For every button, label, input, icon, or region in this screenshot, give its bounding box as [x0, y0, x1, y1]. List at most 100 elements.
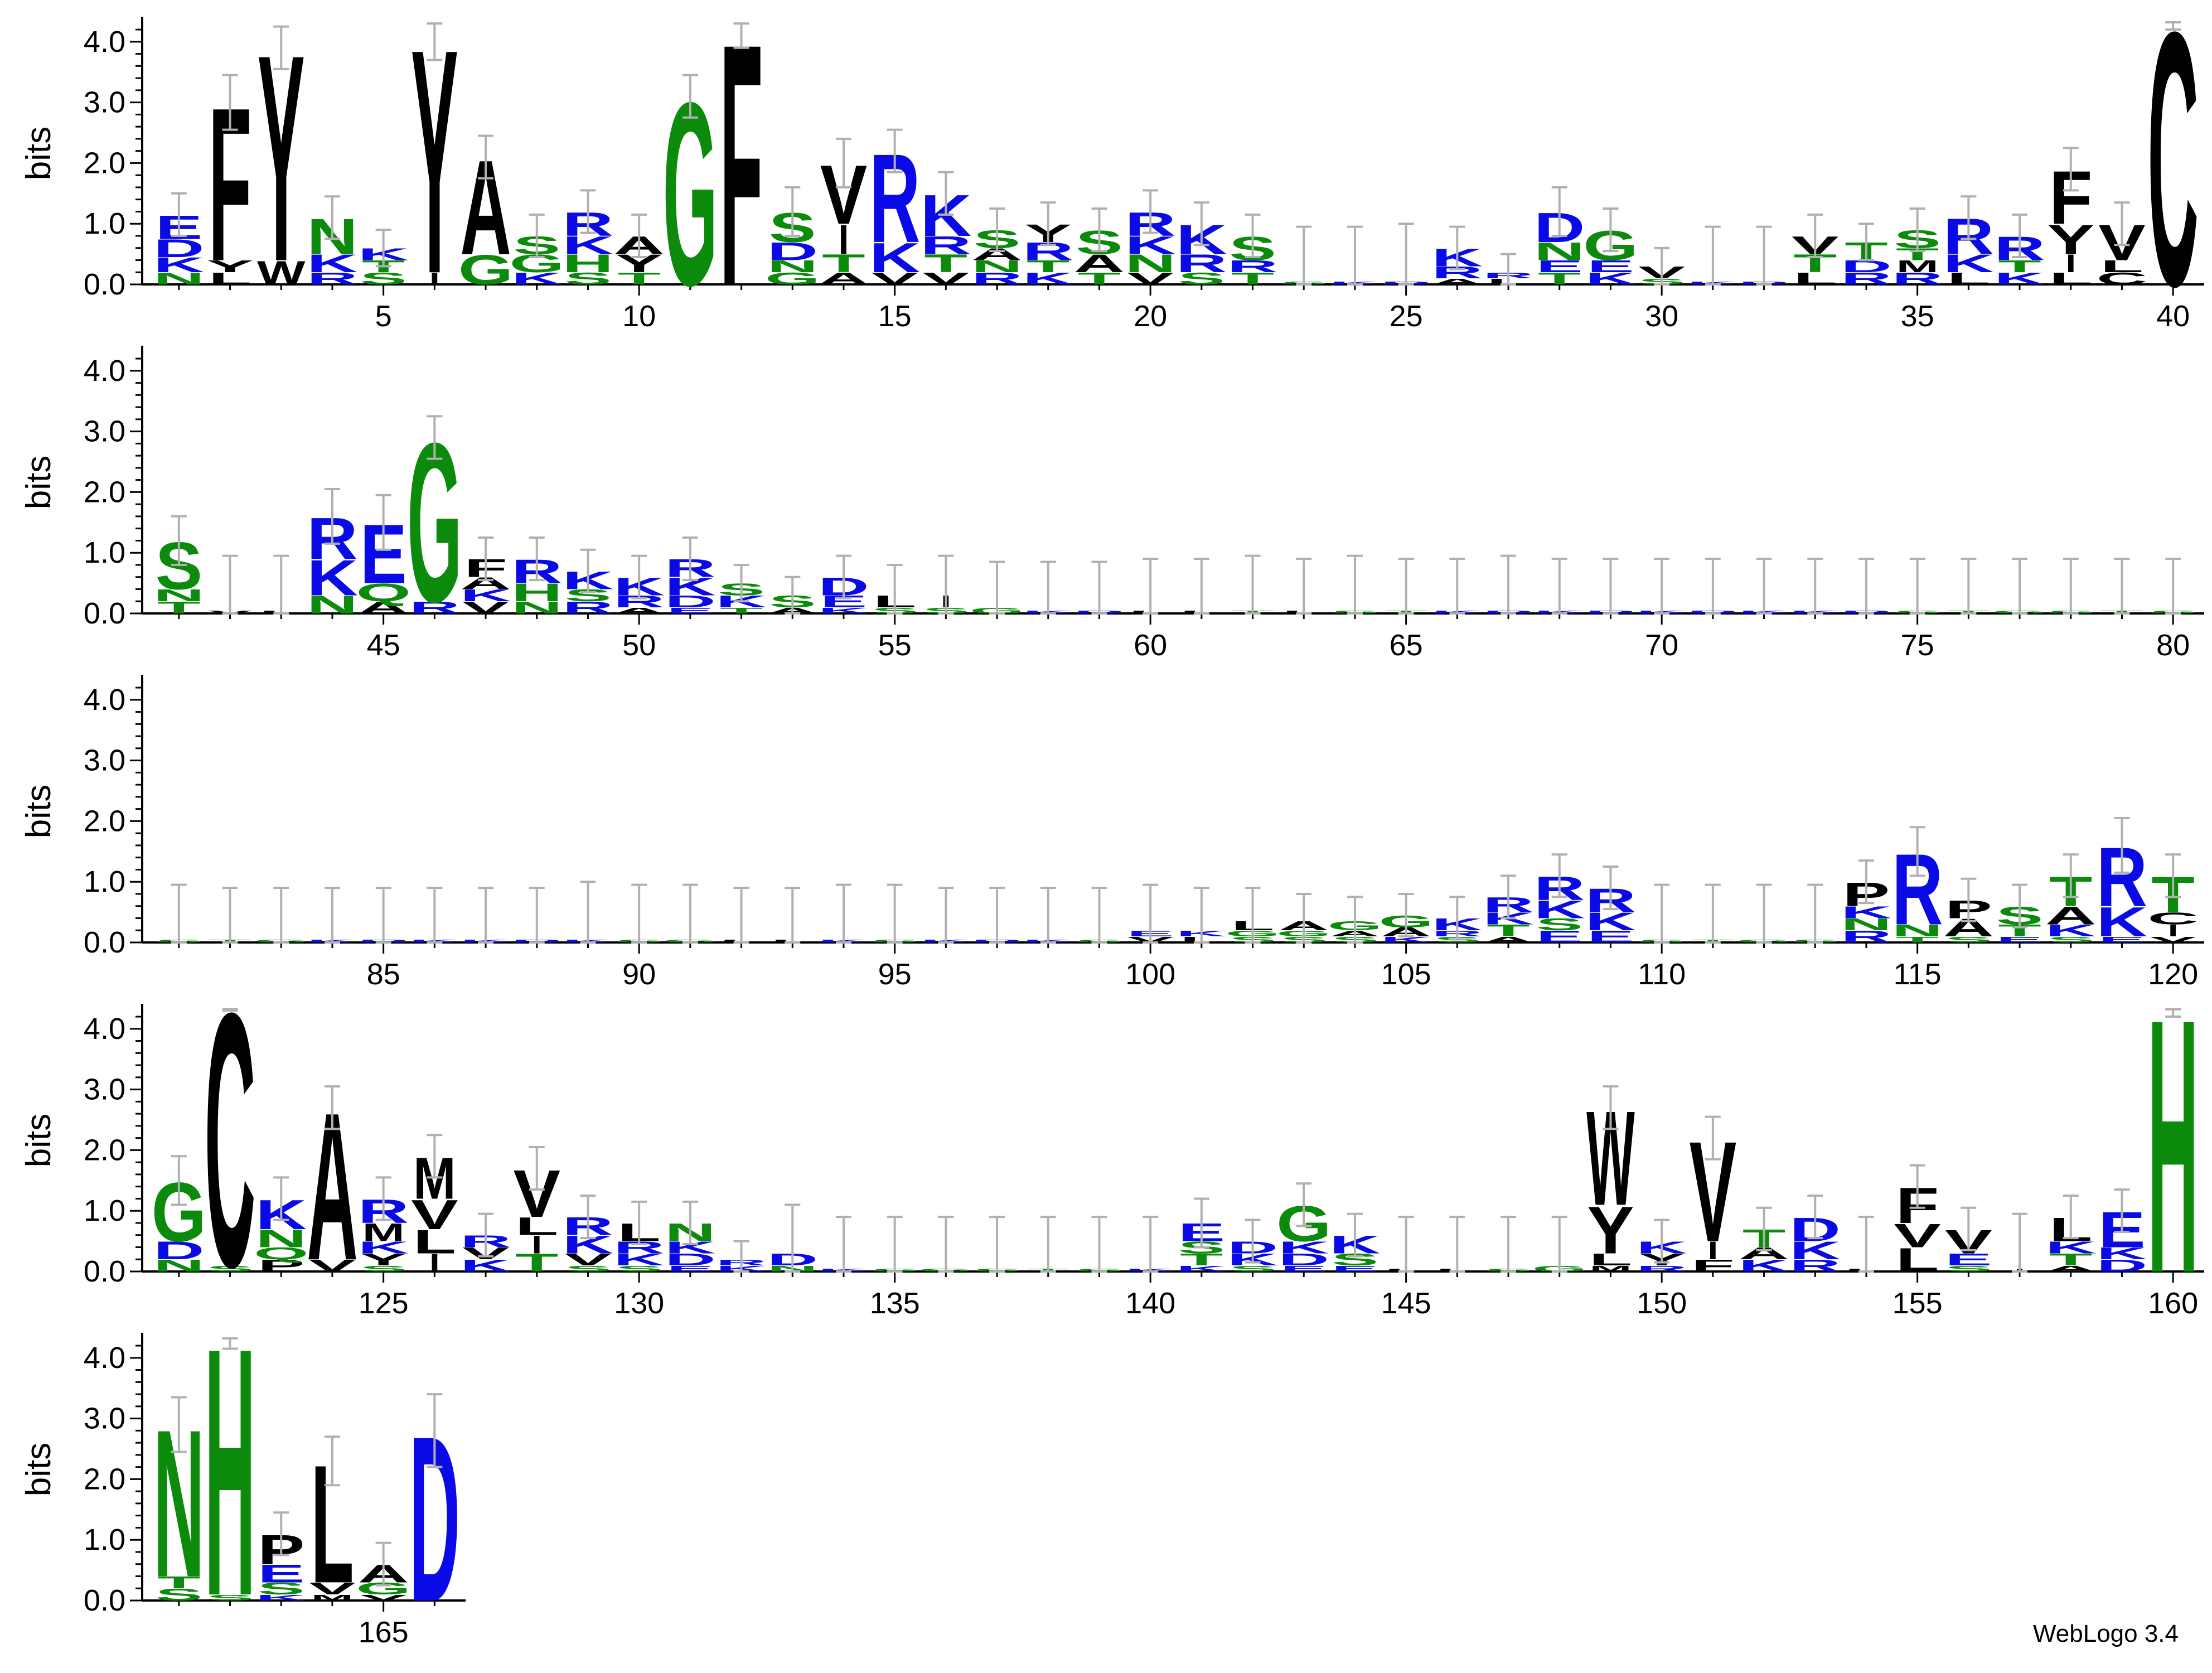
logo-letter: L — [413, 1223, 456, 1261]
x-tick-label: 45 — [367, 628, 400, 662]
logo-letter: S — [1945, 1264, 1992, 1273]
x-tick-label: 25 — [1390, 299, 1423, 333]
logo-letter: K — [2097, 899, 2148, 946]
logo-letter: S — [2047, 935, 2094, 944]
logo-letter: T — [157, 1573, 200, 1592]
logo-letter: K — [1585, 908, 1637, 936]
logo-letter: T — [1180, 1250, 1223, 1269]
logo-letter: H — [511, 579, 563, 607]
logo-letter: V — [922, 269, 970, 288]
logo-letter: R — [563, 598, 614, 617]
logo-letter: K — [1841, 903, 1892, 922]
logo-letter: L — [515, 1212, 558, 1240]
logo-letter: S — [206, 1264, 254, 1273]
logo-letter: S — [616, 1264, 663, 1273]
logo-letter: M — [1589, 1264, 1632, 1273]
x-tick-label: 85 — [367, 958, 400, 991]
logo-letter: K — [613, 1250, 665, 1269]
y-tick-label: 2.0 — [84, 475, 125, 509]
logo-letter: F — [1691, 1256, 1734, 1275]
logo-letter: V — [2150, 935, 2197, 944]
logo-letter: K — [307, 550, 358, 606]
logo-row: 0.01.02.03.04.0bitsSTGKRKKRKSGLLKSKRKSVE… — [20, 675, 2204, 991]
y-tick-label: 2.0 — [84, 1462, 125, 1496]
logo-letter: F — [720, 0, 763, 358]
logo-letter: V — [871, 269, 918, 288]
x-tick-label: 105 — [1381, 958, 1431, 991]
logo-letter: D — [767, 238, 818, 265]
logo-letter: L — [2049, 269, 2092, 288]
logo-letter: V — [564, 1250, 612, 1269]
logo-letter: T — [1027, 257, 1069, 276]
logo-letter: K — [869, 235, 921, 282]
logo-letter: M — [311, 1593, 354, 1602]
x-tick-label: 90 — [622, 958, 656, 991]
y-tick-label: 3.0 — [84, 415, 125, 448]
logo-letter: V — [1127, 269, 1174, 288]
logo-letter: S — [206, 1593, 254, 1602]
logo-letter: R — [1841, 927, 1892, 946]
logo-rows: 0.01.02.03.04.0bitsNKDELYFWYRKNSTKIYGAKG… — [20, 0, 2204, 1670]
logo-letter: T — [515, 1249, 558, 1277]
logo-letter: Y — [2047, 216, 2094, 263]
logo-letter: Q — [254, 1244, 309, 1263]
logo-letter: L — [2100, 257, 2143, 276]
logo-letter: I — [429, 1249, 440, 1277]
y-tick-label: 1.0 — [84, 865, 125, 898]
x-tick-label: 145 — [1381, 1287, 1431, 1320]
x-tick-label: 5 — [375, 299, 392, 333]
y-axis-title: bits — [20, 127, 58, 180]
logo-letter: R — [307, 269, 358, 288]
logo-letter: S — [564, 1264, 612, 1273]
logo-letter: T — [1896, 935, 1939, 944]
logo-letter: K — [307, 250, 358, 278]
y-tick-label: 1.0 — [84, 1523, 125, 1556]
logo-letter: V — [1894, 1217, 1941, 1255]
logo-letter: D — [665, 1250, 716, 1269]
logo-letter: R — [1176, 250, 1227, 278]
logo-letter: T — [925, 250, 967, 278]
logo-letter: M — [362, 1219, 404, 1246]
logo-letter: A — [2045, 902, 2097, 930]
logo-letter: T — [720, 606, 763, 615]
logo-letter: Y — [206, 257, 254, 276]
logo-letter: Q — [356, 579, 411, 607]
logo-letter: I — [2168, 922, 2179, 941]
logo-letter: K — [1585, 269, 1637, 288]
logo-letter: E — [258, 1560, 305, 1588]
logo-letter: A — [613, 606, 665, 615]
x-tick-label: 95 — [878, 958, 912, 991]
logo-row: 0.01.02.03.04.0bitsNKDELYFWYRKNSTKIYGAKG… — [20, 0, 2204, 362]
logo-letter: K — [2045, 921, 2097, 940]
logo-letter: E — [1280, 1264, 1328, 1273]
logo-letter: A — [1074, 250, 1125, 278]
logo-row: 0.01.02.03.04.0bitsTNSVLNKRAQERGVKAFNHRR… — [20, 346, 2204, 662]
logo-letter: C — [205, 938, 256, 1343]
logo-letter: C — [2097, 269, 2148, 288]
x-tick-label: 40 — [2156, 299, 2190, 333]
logo-letter: K — [358, 1238, 409, 1257]
logo-letter: E — [1536, 257, 1583, 276]
y-tick-label: 0.0 — [84, 268, 125, 301]
logo-letter: H — [563, 250, 614, 278]
y-tick-label: 3.0 — [84, 1402, 125, 1435]
x-tick-label: 155 — [1892, 1287, 1943, 1320]
logo-letter: L — [209, 269, 251, 288]
logo-letter: E — [2098, 935, 2146, 944]
x-tick-label: 115 — [1894, 958, 1942, 991]
logo-letter: S — [1229, 1264, 1276, 1273]
logo-letter: S — [258, 1579, 305, 1598]
logo-letter: K — [460, 586, 511, 605]
logo-letter: N — [1125, 250, 1176, 278]
y-tick-label: 0.0 — [84, 926, 125, 959]
logo-letter: D — [153, 1237, 205, 1265]
logo-letter: A — [1432, 277, 1483, 286]
logo-letter: L — [1589, 1250, 1632, 1269]
y-tick-label: 0.0 — [84, 1255, 125, 1288]
logo-letter: E — [1536, 927, 1583, 946]
logo-letter: R — [409, 598, 461, 617]
x-tick-label: 70 — [1645, 628, 1678, 662]
logo-letter: K — [1994, 269, 2045, 288]
logo-letter: K — [1278, 1238, 1329, 1257]
